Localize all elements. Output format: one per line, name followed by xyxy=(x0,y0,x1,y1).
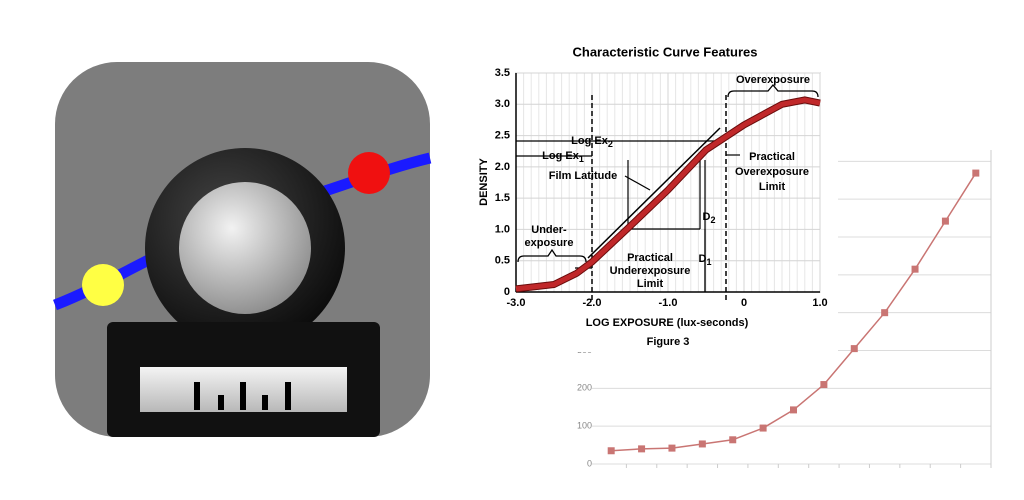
annotation: Log Ex2 xyxy=(571,135,613,149)
y-tick-label: 0.5 xyxy=(495,255,510,267)
marker xyxy=(972,169,980,177)
y-tick-label: 2.5 xyxy=(495,129,510,141)
marker xyxy=(607,447,615,455)
y-tick-label: 3.5 xyxy=(495,67,510,79)
marker xyxy=(941,217,949,225)
annotation: Overexposure xyxy=(736,74,810,86)
icon-red-dot xyxy=(348,152,390,194)
icon-meter-bars xyxy=(194,382,291,410)
icon-lens xyxy=(179,182,311,314)
marker xyxy=(911,265,919,273)
marker xyxy=(729,436,737,444)
characteristic-curve-chart: 0 0.5 1.0 1.5 2.0 2.5 3.0 3.5 -3.0 -2.0 -1.0 0 1.0 Ch… xyxy=(476,38,838,352)
annotation-subscript: 2 xyxy=(710,215,715,225)
annotation: Under- xyxy=(531,224,567,236)
y-tick-label: 1.0 xyxy=(495,223,510,235)
marker xyxy=(638,445,646,453)
y-tick-label: 1.5 xyxy=(495,192,510,204)
annotation: D2 xyxy=(703,211,716,225)
annotation: Limit xyxy=(637,278,664,290)
bracket xyxy=(727,83,819,98)
marker xyxy=(759,424,767,432)
annotation: D1 xyxy=(699,253,712,267)
marker xyxy=(790,406,797,414)
marker xyxy=(850,345,858,353)
marker xyxy=(668,444,676,452)
x-tick-label: 1.0 xyxy=(812,297,827,309)
annotation-text: D xyxy=(699,253,707,265)
annotation-text: Log Ex xyxy=(542,150,580,162)
y-tick-label: 0 xyxy=(587,458,592,468)
x-tick-label: -3.0 xyxy=(507,297,526,309)
marker xyxy=(820,381,828,389)
annotation-text: Log Ex xyxy=(571,135,609,147)
marker xyxy=(881,309,889,317)
annotation-subscript: 1 xyxy=(579,154,584,164)
x-tick-label: 0 xyxy=(741,297,747,309)
y-tick-label: 3.0 xyxy=(495,98,510,110)
annotation: Overexposure xyxy=(735,166,809,178)
y-tick-label: 0 xyxy=(504,286,510,298)
x-tick-label: -1.0 xyxy=(659,297,678,309)
annotation: Film Latitude xyxy=(549,170,617,182)
annotation: Underexposure xyxy=(610,265,691,277)
y-tick-label: 200 xyxy=(577,383,592,393)
annotation-subscript: 1 xyxy=(706,257,711,267)
annotation-line xyxy=(624,175,651,191)
bracket xyxy=(517,248,587,263)
annotation: Log Ex1 xyxy=(542,150,584,164)
icon-yellow-dot xyxy=(82,264,124,306)
annotation-line xyxy=(587,127,721,259)
annotation: Limit xyxy=(759,181,786,193)
x-axis-title: LOG EXPOSURE (lux-seconds) xyxy=(586,317,749,329)
annotation: Practical xyxy=(627,252,673,264)
y-axis-title: DENSITY xyxy=(478,158,490,206)
annotation: exposure xyxy=(525,237,574,249)
chart-title: Characteristic Curve Features xyxy=(573,44,758,59)
y-tick-label: 2.0 xyxy=(495,161,510,173)
annotation-subscript: 2 xyxy=(608,139,613,149)
app-icon xyxy=(53,62,432,437)
series-line xyxy=(515,97,821,292)
annotation: Practical xyxy=(749,151,795,163)
marker xyxy=(698,440,706,448)
annotation-text: D xyxy=(703,211,711,223)
caption: Figure 3 xyxy=(647,336,690,348)
x-tick-label: -2.0 xyxy=(583,297,602,309)
y-tick-label: 100 xyxy=(577,421,592,431)
